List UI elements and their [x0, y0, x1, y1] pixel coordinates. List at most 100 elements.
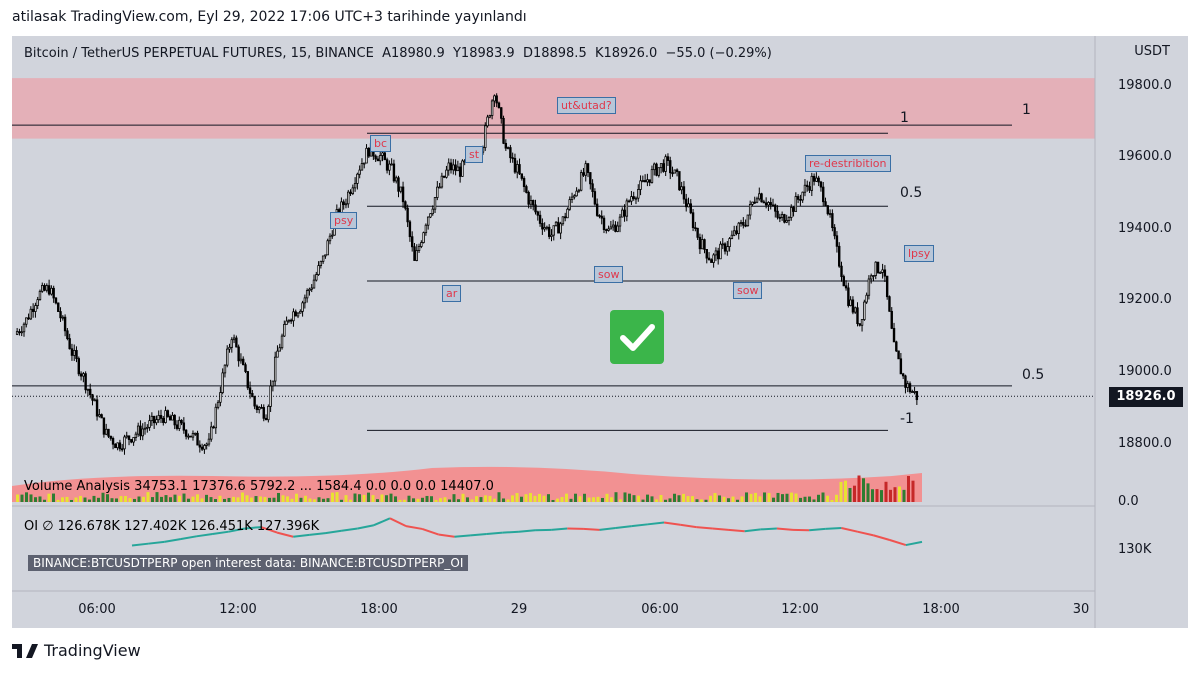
volume-ma-area: [12, 466, 922, 502]
volume-bar: [290, 498, 294, 502]
annotation-sow-2[interactable]: sow: [733, 282, 763, 299]
volume-bar: [430, 496, 433, 502]
volume-bar: [182, 493, 186, 502]
candle-body: [657, 167, 661, 176]
volume-bar: [227, 497, 231, 502]
candle-body: [105, 428, 108, 435]
candle-body: [331, 234, 334, 237]
volume-bar: [151, 497, 154, 502]
candle-body: [226, 348, 229, 366]
candle-body: [554, 221, 558, 227]
candle-body: [360, 163, 364, 171]
volume-bar: [25, 492, 28, 502]
annotation-psy[interactable]: psy: [330, 212, 358, 229]
candle-body: [758, 193, 761, 200]
annotation-st[interactable]: st: [465, 146, 484, 163]
candle-body: [799, 198, 802, 201]
volume-bar: [862, 478, 865, 502]
candle-body: [168, 416, 172, 421]
annotation-redistribution[interactable]: re-destribition: [805, 155, 891, 172]
candle-body: [157, 415, 160, 421]
time-tick-0600: 06:00: [78, 602, 116, 617]
volume-bar: [218, 495, 222, 502]
candle-body: [872, 275, 875, 277]
oi-segment: [405, 525, 423, 530]
candle-body: [162, 418, 165, 423]
candle-body: [342, 201, 345, 206]
volume-bar: [371, 495, 375, 502]
candle-body: [847, 287, 850, 306]
volume-bar: [677, 495, 681, 502]
candle-body: [68, 338, 71, 350]
volume-bar: [740, 496, 744, 502]
candle-body: [390, 163, 393, 166]
candle-body: [458, 166, 462, 177]
candle-body: [883, 269, 887, 277]
candle-body: [509, 147, 512, 159]
volume-bar: [241, 492, 244, 502]
candle-body: [616, 225, 619, 232]
candle-body: [831, 213, 834, 229]
candle-body: [865, 294, 868, 303]
candle-body: [452, 164, 455, 171]
oi-segment: [857, 530, 874, 537]
candle-body: [858, 323, 861, 326]
oi-segment: [631, 523, 649, 528]
chart-frame[interactable]: Bitcoin / TetherUS PERPETUAL FUTURES, 15…: [12, 36, 1188, 628]
volume-bar: [443, 497, 447, 502]
candle-body: [525, 186, 528, 193]
candle-body: [833, 227, 836, 237]
volume-bar: [524, 494, 528, 502]
annotation-lpsy[interactable]: lpsy: [904, 245, 935, 262]
volume-bar: [781, 494, 784, 502]
candle-body: [146, 426, 149, 429]
volume-bar: [475, 496, 478, 502]
volume-bar: [533, 495, 537, 502]
annotation-ar[interactable]: ar: [442, 285, 462, 302]
annotation-bc[interactable]: bc: [370, 135, 392, 152]
oi-segment: [663, 521, 681, 526]
time-tick-1200-b: 12:00: [781, 602, 819, 617]
candle-body: [388, 163, 391, 171]
candle-body: [726, 246, 729, 252]
chart-canvas[interactable]: [12, 36, 1188, 628]
oi-segment: [260, 526, 278, 534]
volume-bar: [52, 493, 55, 502]
candle-body: [255, 405, 259, 411]
candle-body: [415, 250, 418, 261]
volume-bar: [565, 493, 568, 502]
candle-body: [719, 243, 722, 260]
volume-bar: [799, 497, 802, 502]
candle-body: [591, 183, 594, 192]
annotation-ut-utad[interactable]: ut&utad?: [557, 97, 616, 114]
volume-bar: [133, 498, 136, 502]
candle-body: [838, 245, 841, 267]
volume-bar: [821, 492, 825, 502]
volume-bar: [772, 497, 775, 502]
candle-body: [643, 180, 647, 183]
volume-bar: [718, 495, 721, 502]
candle-body: [552, 225, 555, 236]
candle-body: [436, 186, 439, 198]
candle-body: [570, 196, 574, 200]
candle-body: [646, 179, 649, 183]
candle-body: [682, 186, 686, 200]
candle-body: [210, 426, 213, 440]
volume-bar: [362, 494, 366, 502]
volume-bar: [124, 495, 127, 502]
candle-body: [876, 261, 880, 274]
candle-body: [803, 184, 807, 193]
candle-body: [363, 162, 366, 165]
footer-brand[interactable]: TradingView: [12, 641, 141, 660]
volume-bar: [488, 495, 492, 502]
oi-segment: [373, 517, 391, 527]
candle-body: [15, 331, 19, 335]
volume-bar: [313, 499, 316, 502]
candle-body: [648, 179, 651, 183]
candle-body: [790, 207, 793, 218]
candle-body: [691, 212, 695, 229]
candle-body: [908, 383, 912, 393]
annotation-sow-1[interactable]: sow: [594, 266, 624, 283]
oi-indicator-label[interactable]: OI ∅ 126.678K 127.402K 126.451K 127.396K: [24, 519, 320, 534]
volume-indicator-label[interactable]: Volume Analysis 34753.1 17376.6 5792.2 .…: [24, 479, 494, 494]
